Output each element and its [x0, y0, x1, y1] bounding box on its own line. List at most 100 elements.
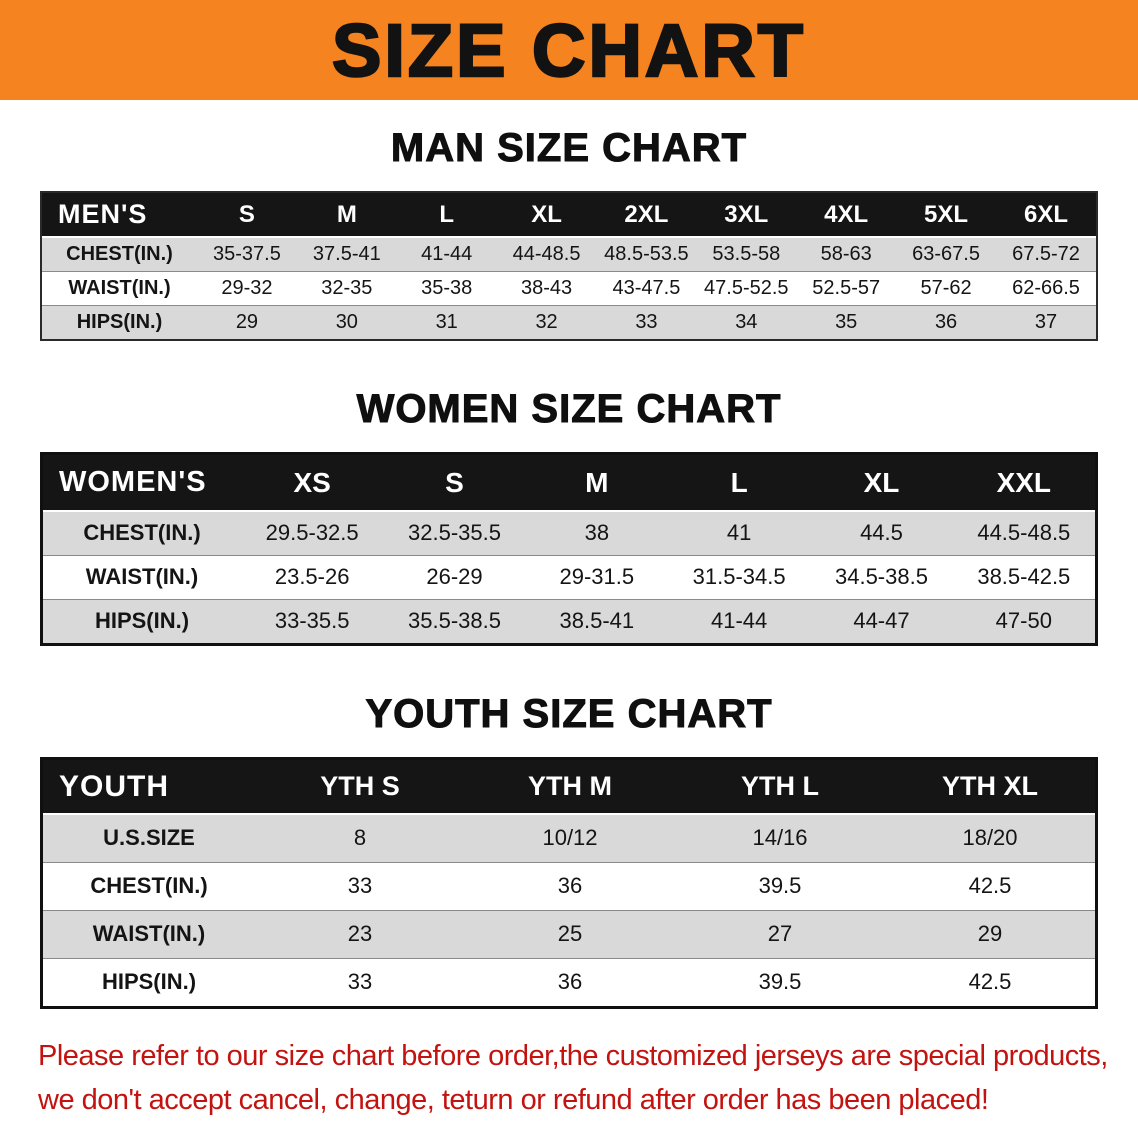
size-column-header: M — [296, 193, 397, 238]
size-column-header: L — [396, 193, 497, 238]
value-cell: 29 — [885, 910, 1095, 958]
disclaimer-notice: Please refer to our size chart before or… — [38, 1035, 1108, 1122]
value-cell: 38.5-41 — [525, 599, 668, 643]
size-charts: MAN SIZE CHART MEN'S S M L XL 2XL 3XL 4XL 5XL 6XL C… — [0, 126, 1138, 1009]
value-cell: 37 — [996, 305, 1096, 339]
measure-label-cell: CHEST(IN.) — [43, 511, 241, 555]
value-cell: 29-32 — [221, 276, 273, 299]
value-cell: 31 — [396, 305, 497, 339]
size-column-header: XL — [496, 193, 597, 238]
value-cell: 8 — [255, 814, 465, 862]
table-header-row: MEN'S S M L XL 2XL 3XL 4XL 5XL 6XL — [42, 193, 1096, 238]
size-column-header: YTH M — [465, 760, 675, 815]
womens-size-table: WOMEN'S XS S M L XL XXL CHEST(IN.) 29.5-32.5 32.5… — [40, 452, 1098, 646]
value-cell: 43-47.5 — [612, 276, 681, 299]
value-cell: 53.5-58 — [696, 237, 797, 271]
size-column-header: S — [197, 193, 297, 238]
value-cell: 29-31.5 — [559, 564, 635, 589]
value-cell: 33 — [347, 873, 373, 898]
measure-label-cell: CHEST(IN.) — [90, 873, 208, 898]
section-heading: WOMEN SIZE CHART — [356, 387, 782, 432]
table-row: HIPS(IN.) 33 36 39.5 42.5 — [43, 958, 1095, 1006]
value-cell: 33 — [347, 969, 373, 995]
value-cell: 32-35 — [321, 276, 373, 299]
value-cell: 25 — [465, 910, 675, 958]
value-cell: 32.5-35.5 — [383, 511, 526, 555]
value-cell: 47-50 — [952, 599, 1095, 643]
value-cell: 42.5 — [968, 969, 1012, 995]
size-column-header: 5XL — [896, 193, 996, 238]
table-row: HIPS(IN.) 29 30 31 32 33 34 35 36 37 — [42, 305, 1096, 339]
size-column-header: M — [525, 455, 668, 512]
value-cell: 62-66.5 — [1012, 276, 1080, 299]
value-cell: 47.5-52.5 — [704, 276, 789, 299]
value-cell: 36 — [557, 873, 583, 898]
value-cell: 41 — [667, 511, 811, 555]
size-column-header: S — [383, 455, 526, 512]
size-chart-banner: SIZE CHART — [0, 0, 1138, 100]
value-cell: 38 — [525, 511, 668, 555]
value-cell: 35-37.5 — [197, 237, 297, 271]
value-cell: 36 — [557, 969, 583, 995]
value-cell: 34 — [696, 305, 797, 339]
value-cell: 35 — [796, 305, 897, 339]
size-column-header: YTH L — [675, 760, 885, 815]
table-row: CHEST(IN.) 29.5-32.5 32.5-35.5 38 41 44.5 44.5… — [43, 511, 1095, 555]
value-cell: 44.5 — [810, 511, 953, 555]
value-cell: 37.5-41 — [296, 237, 397, 271]
value-cell: 48.5-53.5 — [596, 237, 697, 271]
table-row: WAIST(IN.) 23.5-26 26-29 29-31.5 31.5-34.5 34… — [43, 555, 1095, 599]
size-column-header: YTH S — [255, 760, 465, 815]
disclaimer-line-2: we don't accept cancel, change, teturn o… — [38, 1083, 989, 1116]
table-title-cell: YOUTH — [43, 760, 255, 815]
measure-label-cell: WAIST(IN.) — [68, 276, 171, 299]
value-cell: 14/16 — [675, 814, 885, 862]
table-row: WAIST(IN.) 29-32 32-35 35-38 38-43 43-47.5 47.… — [42, 271, 1096, 305]
size-column-header: 6XL — [996, 193, 1096, 238]
table-row: U.S.SIZE 8 10/12 14/16 18/20 — [43, 814, 1095, 862]
value-cell: 38.5-42.5 — [977, 564, 1071, 589]
value-cell: 42.5 — [968, 873, 1012, 898]
value-cell: 67.5-72 — [996, 237, 1096, 271]
table-row: CHEST(IN.) 33 36 39.5 42.5 — [43, 862, 1095, 910]
table-row: WAIST(IN.) 23 25 27 29 — [43, 910, 1095, 958]
value-cell: 23 — [255, 910, 465, 958]
value-cell: 33-35.5 — [241, 599, 384, 643]
value-cell: 29 — [197, 305, 297, 339]
value-cell: 57-62 — [920, 276, 972, 299]
size-column-header: 4XL — [796, 193, 897, 238]
table-row: CHEST(IN.) 35-37.5 37.5-41 41-44 44-48.5 48.5… — [42, 237, 1096, 271]
table-header-row: WOMEN'S XS S M L XL XXL — [43, 455, 1095, 512]
value-cell: 29.5-32.5 — [241, 511, 384, 555]
value-cell: 33 — [596, 305, 697, 339]
size-column-header: XS — [241, 455, 384, 512]
size-column-header: XXL — [952, 455, 1095, 512]
youth-size-table: YOUTH YTH S YTH M YTH L YTH XL U.S.SIZE 8 10/12… — [40, 757, 1098, 1009]
measure-label-cell: WAIST(IN.) — [43, 910, 255, 958]
size-column-header: L — [667, 455, 811, 512]
value-cell: 38-43 — [520, 276, 573, 299]
measure-label-cell: WAIST(IN.) — [85, 564, 199, 589]
measure-label-cell: U.S.SIZE — [43, 814, 255, 862]
value-cell: 27 — [675, 910, 885, 958]
disclaimer-line-1: Please refer to our size chart before or… — [38, 1040, 1108, 1072]
mens-size-table: MEN'S S M L XL 2XL 3XL 4XL 5XL 6XL CHEST(IN.) 35-37… — [40, 191, 1098, 341]
measure-label-cell: HIPS(IN.) — [101, 969, 197, 995]
measure-label-cell: HIPS(IN.) — [43, 599, 241, 643]
value-cell: 52.5-57 — [812, 276, 881, 299]
value-cell: 63-67.5 — [896, 237, 996, 271]
value-cell: 23.5-26 — [274, 564, 350, 589]
value-cell: 44-47 — [810, 599, 953, 643]
value-cell: 44.5-48.5 — [952, 511, 1095, 555]
value-cell: 31.5-34.5 — [692, 564, 786, 589]
measure-label-cell: HIPS(IN.) — [42, 305, 197, 339]
table-row: HIPS(IN.) 33-35.5 35.5-38.5 38.5-41 41-44 44-… — [43, 599, 1095, 643]
value-cell: 10/12 — [465, 814, 675, 862]
section-heading: MAN SIZE CHART — [390, 126, 748, 171]
banner-title: SIZE CHART — [331, 7, 806, 93]
value-cell: 30 — [296, 305, 397, 339]
value-cell: 32 — [496, 305, 597, 339]
value-cell: 36 — [896, 305, 996, 339]
table-title-cell: WOMEN'S — [43, 455, 241, 512]
size-column-header: 3XL — [696, 193, 797, 238]
